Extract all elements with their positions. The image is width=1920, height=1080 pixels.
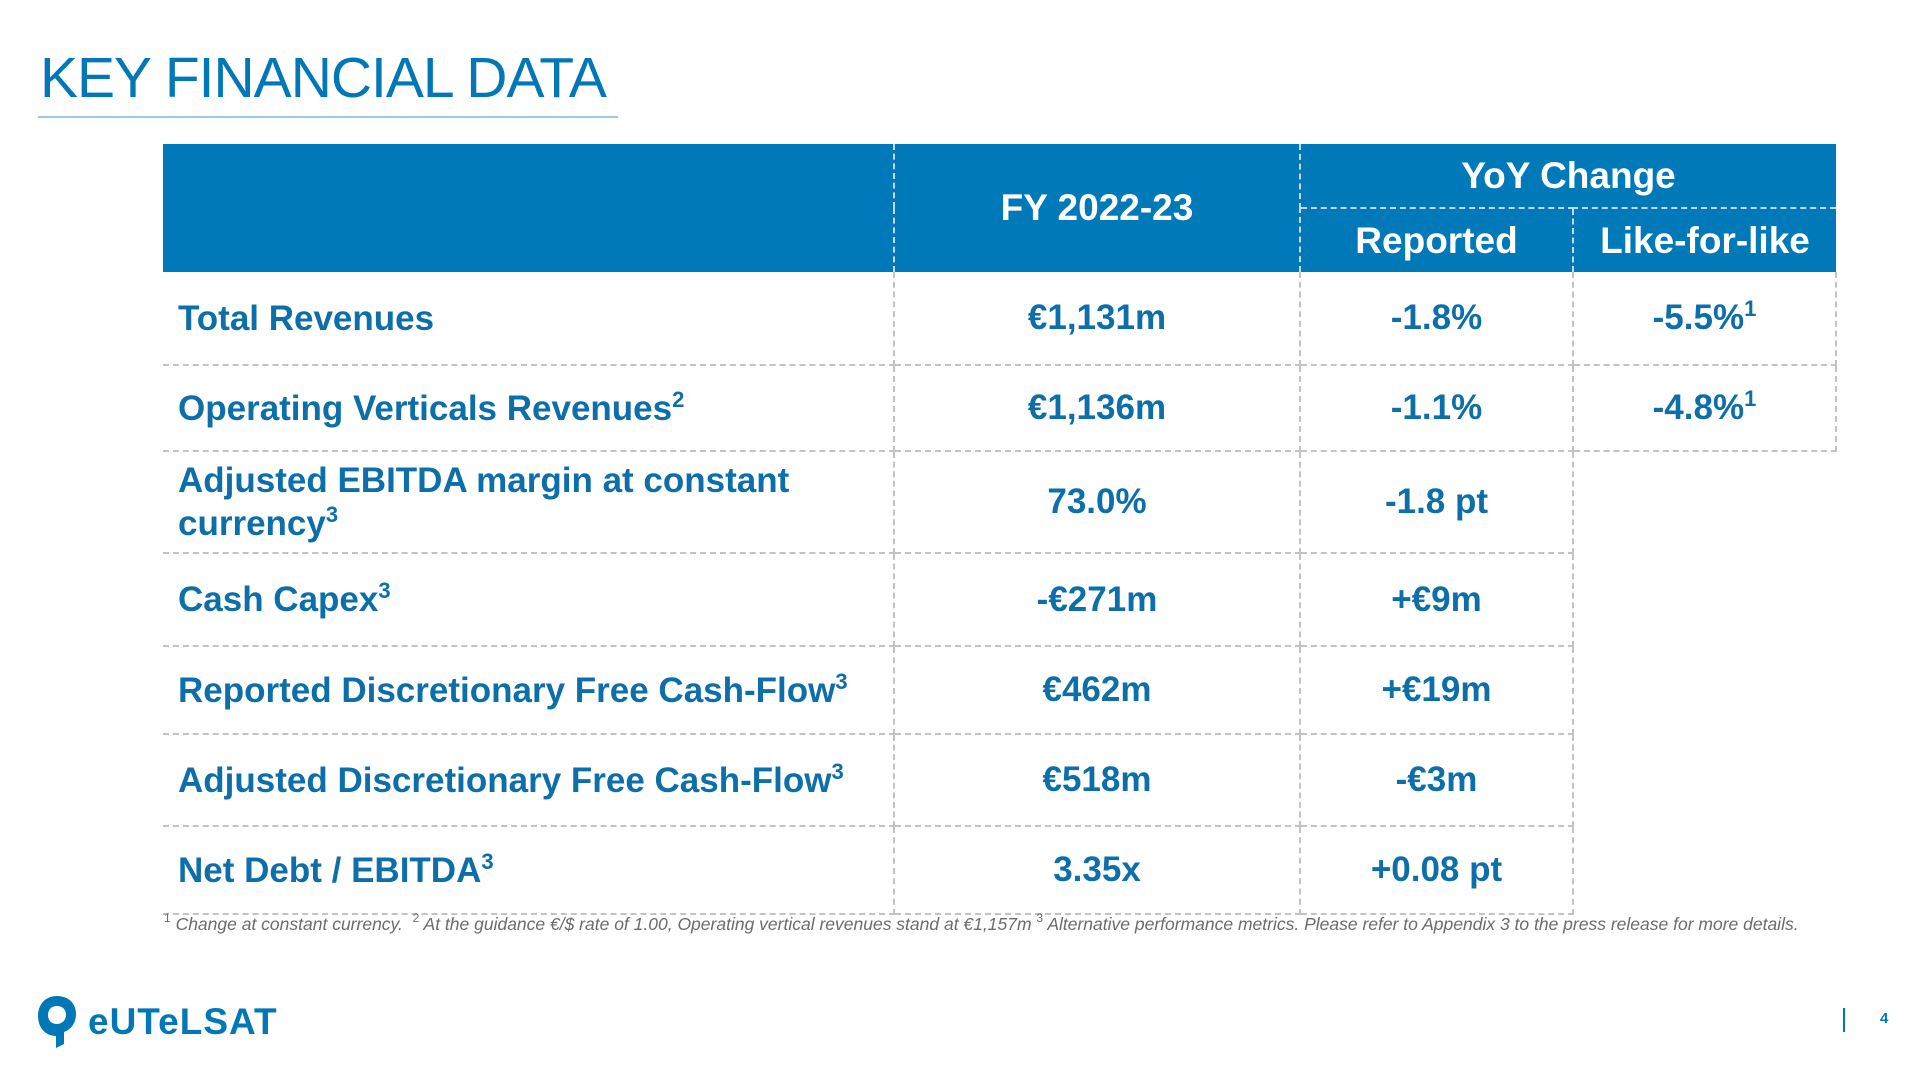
table-row: Operating Verticals Revenues2 €1,136m -1…: [163, 365, 1838, 452]
eutelsat-logo-icon: [38, 996, 76, 1048]
title-box: KEY FINANCIAL DATA: [38, 38, 618, 118]
footnote-1: Change at constant currency.: [175, 914, 403, 934]
fy-value: €518m: [894, 734, 1301, 827]
footnotes: 1 Change at constant currency. 2 At the …: [164, 911, 1799, 934]
reported-value: -€3m: [1300, 734, 1574, 827]
row-label: Reported Discretionary Free Cash-Flow3: [163, 646, 895, 735]
header-blank-cell: [163, 144, 895, 272]
table-row: Cash Capex3 -€271m +€9m: [163, 553, 1836, 647]
table-row: Adjusted EBITDA margin at constant curren…: [163, 451, 1836, 554]
row-label: Cash Capex3: [163, 553, 895, 647]
reported-value: -1.8 pt: [1300, 451, 1574, 554]
reported-value: -1.8%: [1300, 272, 1574, 366]
row-label: Adjusted EBITDA margin at constant curren…: [163, 451, 895, 554]
table-row: Net Debt / EBITDA3 3.35x +0.08 pt: [163, 826, 1836, 915]
footnote-2: At the guidance €/$ rate of 1.00, Operat…: [423, 914, 1032, 934]
footnote-ref: 1: [1744, 296, 1757, 321]
fy-value: €1,136m: [894, 365, 1301, 452]
empty-cell: [1573, 826, 1836, 914]
table-subheader-row: Reported Like-for-like: [163, 208, 1837, 272]
empty-cell: [1573, 734, 1836, 826]
table-row: Reported Discretionary Free Cash-Flow3 €…: [163, 646, 1836, 735]
reported-value: +0.08 pt: [1300, 826, 1574, 915]
footnote-ref: 3: [325, 502, 339, 527]
row-label: Total Revenues: [163, 272, 895, 366]
header-fy: FY 2022-23: [894, 144, 1301, 272]
table-row: Total Revenues €1,131m -1.8% -5.5%1: [163, 272, 1838, 366]
row-label: Adjusted Discretionary Free Cash-Flow3: [163, 734, 895, 827]
logo-wordmark: eUTeLSAT: [88, 1001, 278, 1042]
reported-value: +€9m: [1300, 553, 1574, 647]
page-divider: [1843, 1008, 1845, 1032]
fy-value: -€271m: [894, 553, 1301, 647]
financial-table: FY 2022-23 YoY Change Reported Like-for-…: [163, 144, 1838, 915]
row-label: Net Debt / EBITDA3: [163, 826, 895, 915]
table-row: Adjusted Discretionary Free Cash-Flow3 €…: [163, 734, 1836, 827]
fy-value: 73.0%: [894, 451, 1301, 554]
footnote-ref: 3: [831, 758, 844, 784]
reported-value: +€19m: [1300, 646, 1574, 735]
fy-value: €1,131m: [894, 272, 1301, 366]
page-number: 4: [1880, 1010, 1889, 1027]
header-like-for-like: Like-for-like: [1573, 208, 1837, 272]
fy-value: €462m: [894, 646, 1301, 735]
footnote-3: Alternative performance metrics. Please …: [1047, 914, 1799, 934]
reported-value: -1.1%: [1300, 365, 1574, 452]
lfl-value: -4.8%1: [1573, 365, 1838, 452]
empty-cell: [1573, 553, 1836, 646]
footnote-ref: 2: [672, 386, 685, 412]
footnote-ref: 1: [1744, 386, 1757, 411]
header-yoy-change: YoY Change: [1300, 144, 1837, 209]
empty-cell: [1573, 451, 1836, 553]
eutelsat-logo: eUTeLSAT: [34, 990, 294, 1054]
header-reported: Reported: [1300, 208, 1574, 272]
footnote-ref: 3: [835, 668, 848, 694]
footnote-ref: 3: [481, 848, 494, 874]
table-header-row: FY 2022-23 YoY Change: [163, 144, 1837, 272]
page-title: KEY FINANCIAL DATA: [40, 46, 607, 110]
footnote-ref: 3: [378, 578, 391, 603]
row-label: Operating Verticals Revenues2: [163, 365, 895, 452]
fy-value: 3.35x: [894, 826, 1301, 915]
lfl-value: -5.5%1: [1573, 272, 1838, 366]
empty-cell: [1573, 646, 1836, 734]
